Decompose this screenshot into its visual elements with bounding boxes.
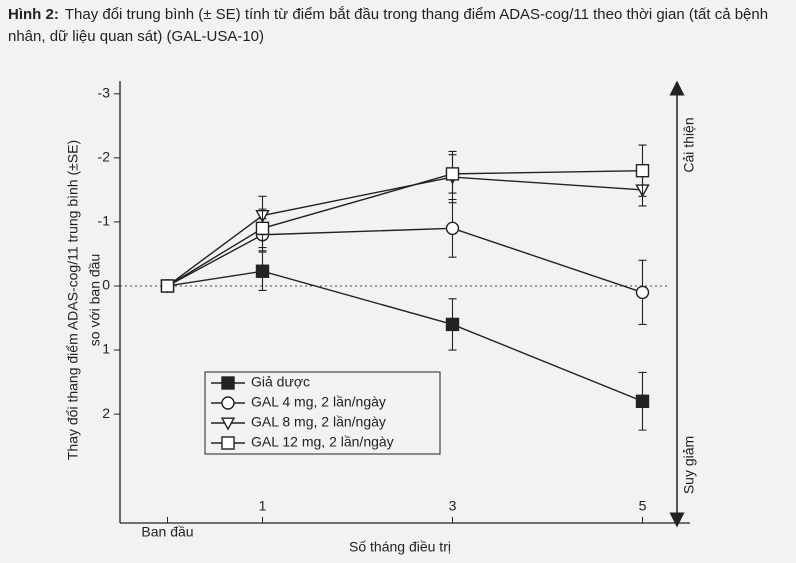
legend-label: GAL 4 mg, 2 lần/ngày <box>251 394 386 410</box>
figure-label: Hình 2: <box>8 6 59 23</box>
x-tick-label: 1 <box>259 498 267 514</box>
series-line <box>167 169 643 287</box>
marker <box>635 285 650 300</box>
marker <box>635 163 650 178</box>
y-tick-label: -1 <box>98 213 111 229</box>
marker <box>160 279 175 293</box>
series-line <box>167 270 643 402</box>
marker <box>445 317 460 332</box>
marker <box>255 221 270 236</box>
legend-label: GAL 12 mg, 2 lần/ngày <box>251 434 394 450</box>
marker <box>255 264 270 278</box>
y-tick-label: 0 <box>102 277 110 293</box>
annotation: Suy giảm <box>681 436 697 494</box>
legend-box <box>204 371 441 455</box>
marker <box>221 396 235 410</box>
x-axis-label: Số tháng điều trị <box>349 539 451 555</box>
marker <box>220 417 236 431</box>
marker <box>221 376 235 390</box>
y-tick-label: 1 <box>102 341 110 357</box>
y-axis-label: Thay đổi thang điểm ADAS-cog/11 trung bì… <box>65 140 81 460</box>
series-line <box>167 176 643 287</box>
y-tick-label: 2 <box>102 405 110 421</box>
y-tick-label: -3 <box>98 85 111 101</box>
series-line <box>167 227 643 294</box>
header: Hình 2: Thay đổi trung bình (± SE) tính t… <box>8 4 778 48</box>
marker <box>445 221 460 236</box>
marker <box>445 167 460 181</box>
x-tick-label: 3 <box>449 498 457 514</box>
legend-label: GAL 8 mg, 2 lần/ngày <box>251 414 386 430</box>
marker <box>635 394 650 408</box>
y-axis-label: so với ban đầu <box>87 254 103 346</box>
legend-label: Giả dược <box>251 374 310 390</box>
annotation: Cải thiện <box>681 117 697 172</box>
x-tick-label: Ban đầu <box>141 524 193 540</box>
x-tick-label: 5 <box>639 498 647 514</box>
chart-title: Thay đổi trung bình (± SE) tính từ điểm … <box>8 6 769 45</box>
marker <box>221 436 235 450</box>
y-tick-label: -2 <box>98 149 111 165</box>
